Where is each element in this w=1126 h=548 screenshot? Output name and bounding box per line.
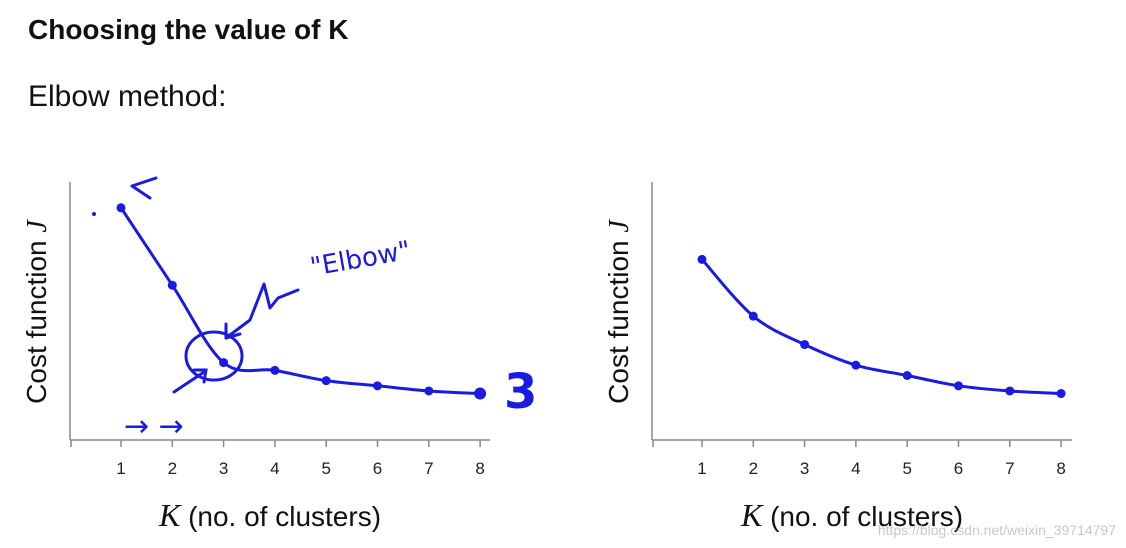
data-point xyxy=(373,381,382,391)
x-tick-label: 3 xyxy=(800,459,809,478)
elbow-label: "Elbow" xyxy=(308,236,413,283)
data-point xyxy=(270,365,280,375)
data-point xyxy=(321,376,331,386)
x-tick-label: 4 xyxy=(270,459,279,478)
data-point xyxy=(748,311,758,321)
watermark: https://blog.csdn.net/weixin_39714797 xyxy=(877,522,1116,538)
x-tick-label: 7 xyxy=(424,459,433,478)
data-point xyxy=(167,280,177,290)
data-point xyxy=(424,386,434,396)
data-point xyxy=(902,371,912,380)
stray-dot xyxy=(92,212,96,216)
x-tick-label: 2 xyxy=(168,459,177,478)
x-tick-label: 8 xyxy=(1056,459,1065,478)
data-point xyxy=(954,381,963,391)
x-tick-label: 1 xyxy=(116,459,125,478)
data-point xyxy=(219,358,229,368)
y-axis-label: Cost function J xyxy=(603,219,635,404)
data-point xyxy=(800,340,810,350)
x-axis-label: K (no. of clusters) xyxy=(158,497,381,533)
x-tick-label: 7 xyxy=(1005,459,1014,478)
x-tick-label: 6 xyxy=(373,459,382,478)
series-line xyxy=(119,206,482,396)
data-point xyxy=(116,203,126,213)
x-tick-label: 1 xyxy=(697,459,706,478)
elbow-pointer-arrowhead-icon xyxy=(224,322,242,340)
data-point xyxy=(1056,389,1066,399)
handwritten-arrows: → → xyxy=(124,409,184,444)
x-tick-label: 5 xyxy=(321,459,330,478)
data-point xyxy=(851,360,861,370)
x-tick-label: 3 xyxy=(219,459,228,478)
elbow-circle xyxy=(184,330,244,382)
chart-left: 1 2 3 4 5 6 7 8 Cost function J K (no. of cluster… xyxy=(21,182,490,533)
handwritten-annotations: "Elbow" → → 3 xyxy=(92,176,537,444)
lower-arrow-stroke xyxy=(172,368,208,394)
page-subtitle: Elbow method: xyxy=(28,80,227,113)
page-title: Choosing the value of K xyxy=(28,14,349,45)
y-axis-label: Cost function J xyxy=(21,219,53,404)
x-tick-label: 2 xyxy=(749,459,758,478)
x-tick-label: 5 xyxy=(902,459,911,478)
data-point xyxy=(474,387,487,400)
series-line xyxy=(700,257,1063,396)
x-tick-label: 4 xyxy=(851,459,860,478)
x-tick-label: 6 xyxy=(954,459,963,478)
handwritten-three: 3 xyxy=(504,364,537,420)
data-point xyxy=(697,254,707,264)
x-tick-label: 8 xyxy=(475,459,484,478)
chart-right: 1 2 3 4 5 6 7 8 Cost function J K (no. of cluster… xyxy=(603,182,1072,533)
x-axis-label: K (no. of clusters) xyxy=(740,497,963,533)
elbow-pointer-squiggle xyxy=(224,282,300,340)
data-point xyxy=(1005,386,1015,396)
arrow-first-point-icon xyxy=(130,176,158,200)
